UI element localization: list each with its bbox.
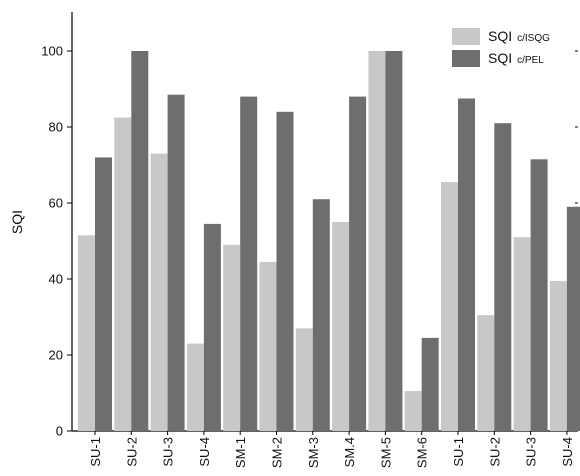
y-axis-title: SQI xyxy=(9,210,25,234)
legend-label-pel-main: SQI xyxy=(488,50,512,66)
bar-isqg-11 xyxy=(477,315,495,431)
bar-isqg-8 xyxy=(368,51,386,431)
bar-isqg-5 xyxy=(259,261,277,431)
bar-isqg-9 xyxy=(404,391,422,431)
x-tick-label: SM.4 xyxy=(342,437,357,467)
x-tick-label: SM-5 xyxy=(378,437,393,468)
legend-label-pel: SQI c/PEL xyxy=(488,50,544,66)
bar-isqg-0 xyxy=(78,235,95,431)
x-tick-label: SM-6 xyxy=(415,437,430,468)
bars xyxy=(78,51,580,432)
x-tick-label: SU-2 xyxy=(124,437,139,467)
x-tick-label: SU-4 xyxy=(197,437,212,467)
x-tick-label: SU-3 xyxy=(524,437,539,467)
bar-pel-4 xyxy=(240,96,258,431)
y-tick-label: 80 xyxy=(49,120,63,135)
bar-isqg-13 xyxy=(549,280,567,431)
legend-label-pel-sub: c/PEL xyxy=(517,55,544,66)
bar-pel-6 xyxy=(312,199,330,431)
legend-swatch-pel xyxy=(452,50,480,67)
x-tick-label: SU-3 xyxy=(161,437,176,467)
x-tick-label: SM-3 xyxy=(306,437,321,468)
bar-pel-1 xyxy=(131,51,149,431)
x-tick-labels: SU-1 SU-2 SU-3 SU-4 SM-1 SM-2 SM-3 SM.4 SM-5 SM-6… xyxy=(88,437,575,468)
bar-pel-13 xyxy=(566,206,580,431)
y-tick-label: 0 xyxy=(56,424,63,439)
bar-isqg-4 xyxy=(223,244,241,431)
bar-pel-10 xyxy=(458,98,475,431)
bar-isqg-6 xyxy=(295,328,313,431)
y-tick-label: 60 xyxy=(49,196,63,211)
y-tick-label: 20 xyxy=(49,348,63,363)
bar-pel-11 xyxy=(494,123,512,431)
x-tick-label: SM-2 xyxy=(270,437,285,468)
x-tick-label: SU-2 xyxy=(487,437,502,467)
bar-pel-2 xyxy=(167,94,185,431)
bar-pel-7 xyxy=(349,96,367,431)
y-tick-label: 40 xyxy=(49,272,63,287)
legend-swatch-isqg xyxy=(452,28,480,45)
bar-pel-3 xyxy=(203,223,221,431)
bar-isqg-1 xyxy=(114,117,132,431)
x-tick-label: SU-1 xyxy=(451,437,466,467)
legend-label-isqg-main: SQI xyxy=(488,28,512,44)
bar-isqg-2 xyxy=(150,153,168,431)
bar-pel-5 xyxy=(276,111,294,432)
y-tick-label: 100 xyxy=(41,44,63,59)
x-tick-label: SU-4 xyxy=(560,437,575,467)
legend-label-isqg: SQI c/ISQG xyxy=(488,28,550,44)
bar-pel-9 xyxy=(421,337,439,431)
x-tick-label: SU-1 xyxy=(88,437,103,467)
y-tick-labels: 0 20 40 60 80 100 xyxy=(41,44,63,439)
x-tick-label: SM-1 xyxy=(233,437,248,468)
bar-pel-0 xyxy=(95,157,112,431)
bar-isqg-7 xyxy=(332,222,350,431)
legend-label-isqg-sub: c/ISQG xyxy=(517,33,550,44)
bar-isqg-12 xyxy=(513,237,531,431)
bar-pel-8 xyxy=(385,51,403,431)
bar-pel-12 xyxy=(530,159,548,432)
bar-isqg-3 xyxy=(186,343,204,431)
legend: SQI c/ISQG SQI c/PEL xyxy=(452,28,550,67)
bar-isqg-10 xyxy=(441,182,458,431)
